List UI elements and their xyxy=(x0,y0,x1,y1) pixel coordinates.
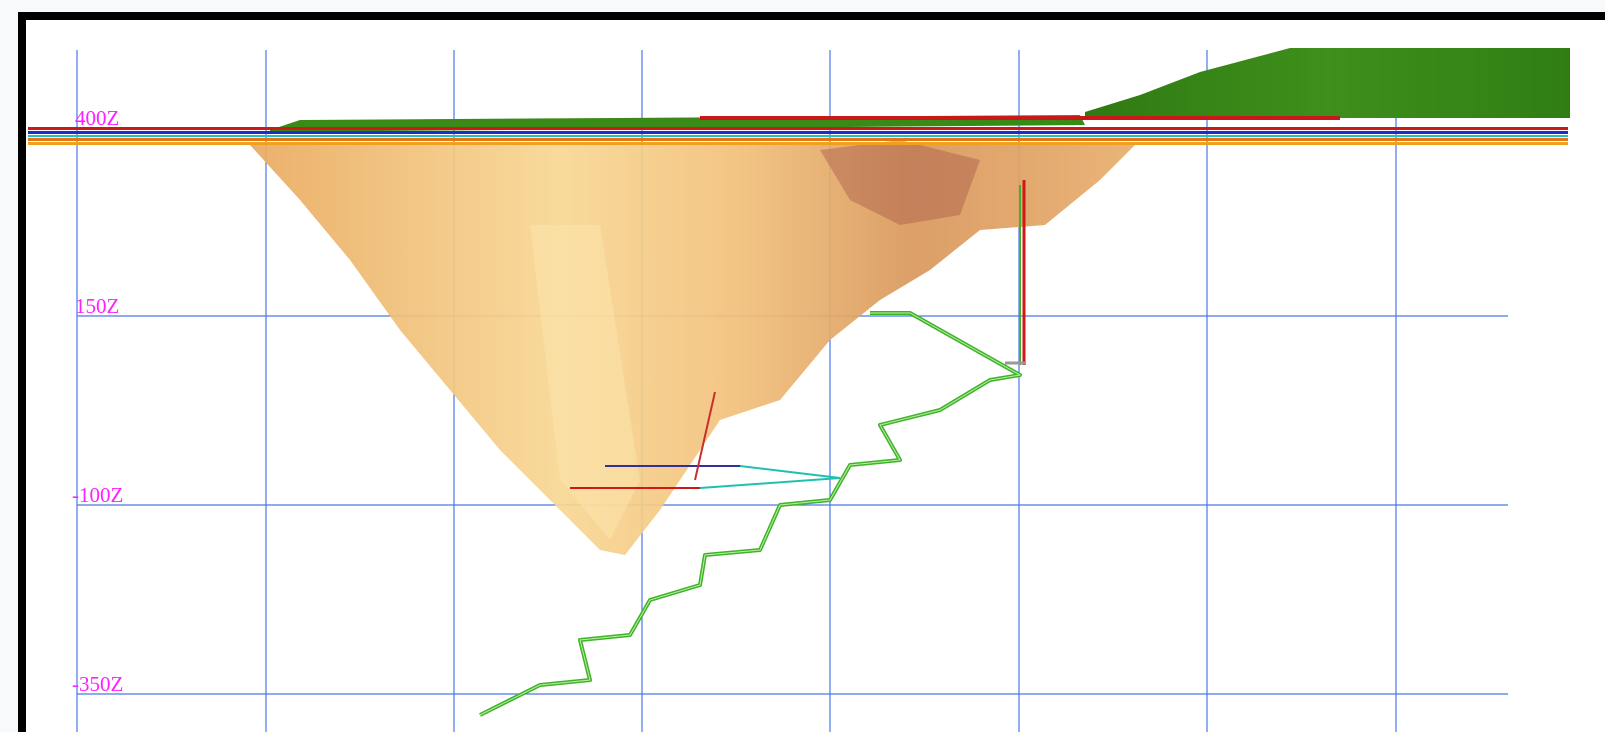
level-label: -100Z xyxy=(72,483,123,507)
level-label: 400Z xyxy=(75,106,119,130)
terrain xyxy=(1085,48,1570,118)
decline xyxy=(699,465,841,489)
string xyxy=(28,127,1568,130)
level-label: -350Z xyxy=(72,672,123,696)
pit-shell xyxy=(250,145,1135,555)
drill-hole xyxy=(694,391,716,481)
string xyxy=(28,131,1568,134)
string xyxy=(28,138,1568,141)
string xyxy=(700,116,1340,120)
pit-highlight xyxy=(530,225,640,540)
level-label: 150Z xyxy=(75,294,119,318)
ramp-highlight xyxy=(479,312,1022,716)
pit-shade xyxy=(820,140,980,225)
surface-strings xyxy=(28,116,1568,145)
string xyxy=(28,135,1568,137)
string xyxy=(28,142,1568,145)
